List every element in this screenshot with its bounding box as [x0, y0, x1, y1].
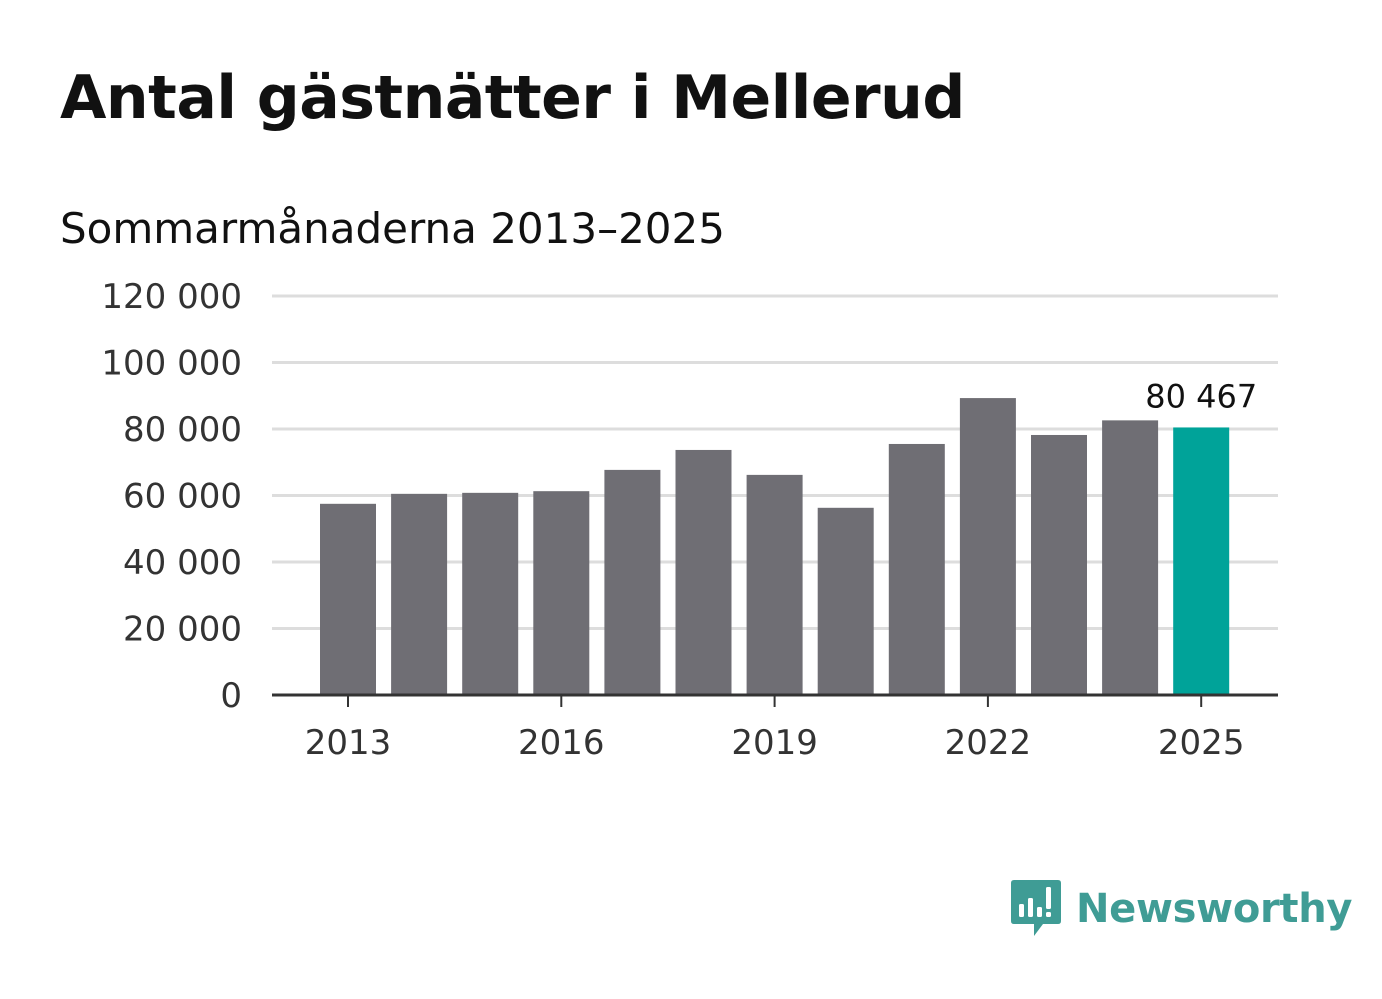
bar-2019	[746, 474, 803, 695]
brand-logo: Newsworthy	[1010, 878, 1353, 940]
data-label-2025: 80 467	[1145, 377, 1257, 415]
y-tick-label: 20 000	[123, 610, 242, 650]
x-tick-label: 2019	[731, 723, 818, 763]
y-tick-label: 100 000	[101, 344, 242, 384]
bar-2024	[1102, 420, 1159, 695]
bar-2023	[1031, 434, 1087, 695]
bar-2022	[959, 398, 1016, 695]
bars	[320, 398, 1230, 695]
bar-2018	[675, 449, 732, 695]
y-tick-label: 0	[220, 676, 242, 716]
newsworthy-logo-icon	[1011, 880, 1061, 936]
bar-2017	[604, 469, 661, 695]
chart-subtitle: Sommarmånaderna 2013–2025	[60, 204, 725, 253]
bar-2015	[462, 492, 519, 695]
x-tick-label: 2022	[945, 723, 1032, 763]
y-tick-label: 120 000	[101, 277, 242, 317]
chart-title: Antal gästnätter i Mellerud	[60, 63, 965, 133]
bar-2020	[817, 507, 874, 695]
bar-2016	[533, 491, 590, 695]
bar-2013	[320, 503, 376, 695]
bar-2025	[1173, 427, 1230, 695]
bar-2021	[888, 443, 945, 695]
x-tick-label: 2016	[518, 723, 605, 763]
labels: 0 20 000 40 000 60 000 80 000 100 000 120 000 2…	[101, 277, 1257, 763]
x-tick-label: 2013	[305, 723, 392, 763]
y-tick-label: 80 000	[123, 410, 242, 450]
y-tick-label: 40 000	[123, 543, 242, 583]
y-tick-label: 60 000	[123, 477, 242, 517]
brand-name: Newsworthy	[1076, 886, 1353, 932]
x-tick-label: 2025	[1158, 723, 1245, 763]
axes	[272, 693, 1278, 707]
bar-2014	[391, 493, 448, 695]
